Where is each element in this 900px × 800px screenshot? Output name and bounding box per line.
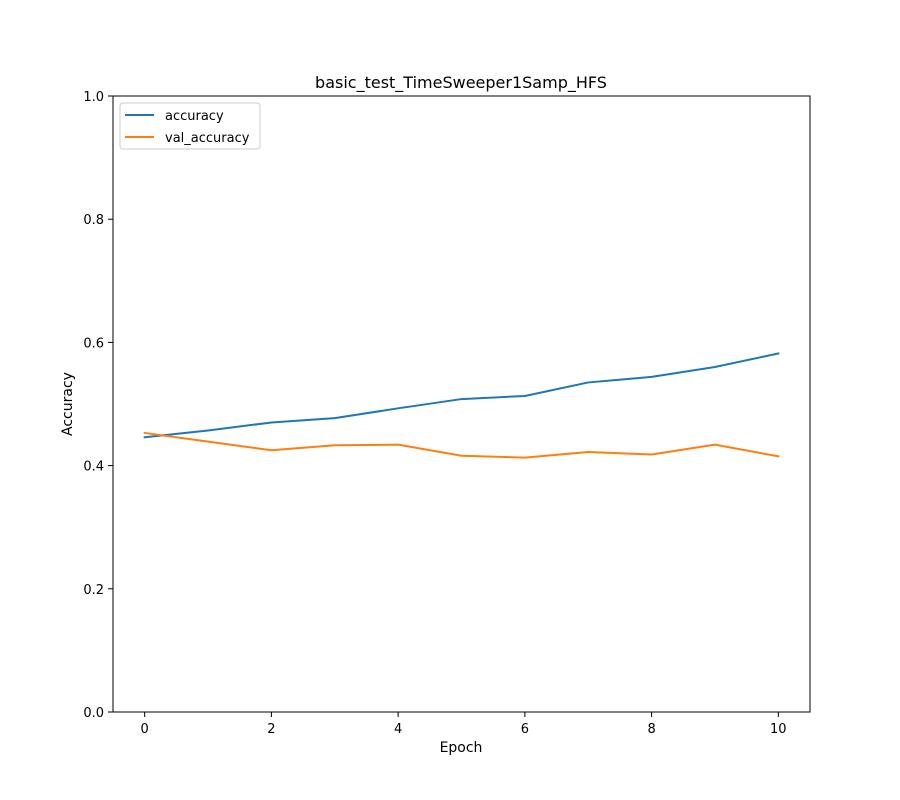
x-tick-label: 4 (394, 722, 402, 737)
x-tick-label: 2 (267, 722, 275, 737)
y-tick-label: 1.0 (83, 90, 104, 105)
x-tick-label: 10 (770, 722, 787, 737)
legend-label: accuracy (165, 109, 224, 124)
ticks-layer: 0 2 4 6 8 10 0.0 0.2 0.4 0.6 0.8 1.0 (83, 90, 786, 737)
series-layer (143, 352, 780, 459)
x-axis-title: Epoch (440, 740, 483, 756)
x-tick-label: 6 (521, 722, 529, 737)
y-axis-title: Accuracy (60, 372, 76, 436)
series-line-val-accuracy (143, 431, 780, 459)
x-tick-label: 0 (141, 722, 149, 737)
y-tick-label: 0.0 (83, 706, 104, 721)
x-tick-label: 8 (647, 722, 655, 737)
chart-title: basic_test_TimeSweeper1Samp_HFS (315, 73, 607, 93)
legend-box (119, 102, 261, 150)
series-line-accuracy (143, 352, 780, 439)
y-tick-label: 0.2 (83, 583, 104, 598)
y-tick-label: 0.4 (83, 460, 104, 475)
plot-frame (112, 95, 811, 713)
legend: accuracy val_accuracy (119, 102, 261, 150)
y-tick-label: 0.6 (83, 336, 104, 351)
legend-label: val_accuracy (165, 131, 250, 146)
y-tick-label: 0.8 (83, 213, 104, 228)
